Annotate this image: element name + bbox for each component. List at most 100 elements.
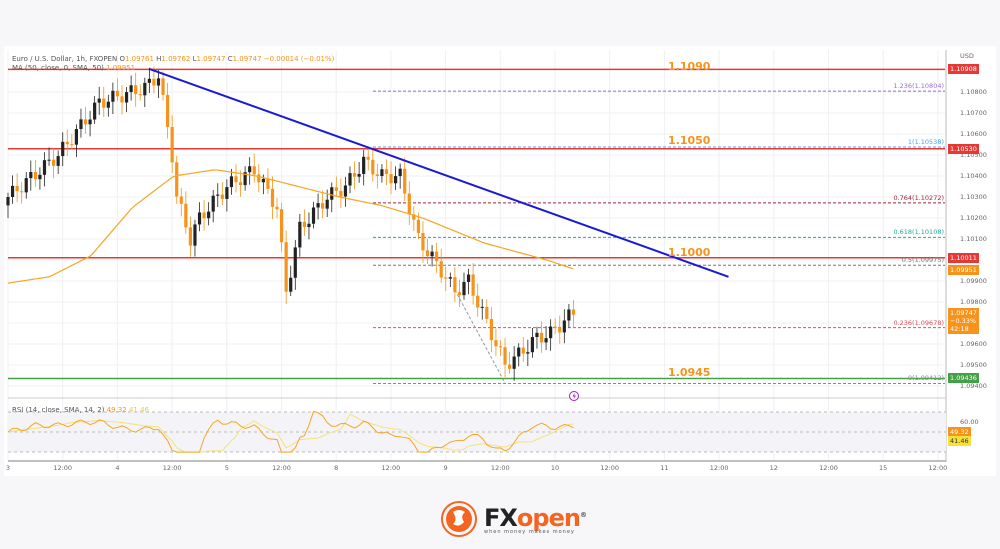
candle-body xyxy=(567,309,571,321)
candle-body xyxy=(448,277,452,279)
price-tick: 1.10500 xyxy=(960,151,987,159)
candle-body xyxy=(517,347,521,357)
candle-body xyxy=(466,274,471,282)
candle-body xyxy=(111,90,115,102)
candle-body xyxy=(270,188,275,207)
time-tick: 12:00 xyxy=(928,464,948,472)
candle-body xyxy=(508,364,512,369)
candle-body xyxy=(521,347,525,354)
candle-body xyxy=(380,169,384,177)
currency-label: USD xyxy=(960,52,974,60)
candle-body xyxy=(498,346,503,348)
candle-body xyxy=(216,194,220,196)
candle-body xyxy=(88,119,92,125)
time-tick: 4 xyxy=(115,464,120,472)
price-tick: 1.10200 xyxy=(960,214,987,222)
fib-level-label: 0.764(1.10272) xyxy=(893,193,944,202)
price-tick: 1.09400 xyxy=(960,382,987,390)
price-tick: 1.10700 xyxy=(960,109,987,117)
fib-level-label: 1.236(1.10804) xyxy=(893,82,944,91)
candle-body xyxy=(184,203,188,228)
candle-body xyxy=(330,187,334,200)
fib-level-label: 1(1.10538) xyxy=(907,138,944,147)
candle-body xyxy=(93,102,97,120)
candle-body xyxy=(425,250,430,257)
candle-body xyxy=(439,261,443,278)
fib-level-label: 0.5(1.09975) xyxy=(901,256,944,265)
candle-body xyxy=(453,277,457,293)
candle-body xyxy=(106,101,110,108)
candle-body xyxy=(252,166,256,175)
time-tick: 12:00 xyxy=(162,464,182,472)
candle-body xyxy=(52,159,56,166)
candle-body xyxy=(115,90,120,97)
candle-body xyxy=(266,178,270,189)
candle-body xyxy=(421,233,425,251)
candle-body xyxy=(398,168,402,177)
lightning-icon xyxy=(572,392,576,400)
candle-body xyxy=(10,185,15,197)
candle-body xyxy=(179,196,183,204)
candle-body xyxy=(225,187,229,199)
ma50-line xyxy=(7,169,574,284)
candle-body xyxy=(549,326,553,339)
candle-body xyxy=(234,176,238,183)
candle-body xyxy=(357,173,361,177)
candle-body xyxy=(29,172,33,179)
candle-body xyxy=(6,197,10,206)
candle-body xyxy=(389,174,393,184)
time-tick: 12:00 xyxy=(381,464,401,472)
time-tick: 12:00 xyxy=(709,464,729,472)
rsi-line xyxy=(7,410,574,453)
logo-tagline: when money makes money xyxy=(484,528,575,535)
candle-body xyxy=(207,211,211,219)
candle-body xyxy=(321,203,325,209)
candle-body xyxy=(430,251,434,257)
candle-body xyxy=(553,326,557,328)
candle-body xyxy=(457,292,462,296)
candle-body xyxy=(316,203,320,208)
candle-body xyxy=(70,144,74,146)
time-tick: 12:00 xyxy=(272,464,291,472)
candle-body xyxy=(15,185,19,192)
time-tick: 12 xyxy=(769,464,778,472)
candle-body xyxy=(147,78,151,83)
candle-body xyxy=(134,85,138,95)
rsi-ma-value: 41.46 xyxy=(128,406,149,414)
level-label: 1.0945 xyxy=(668,366,711,379)
price-tick: 1.10100 xyxy=(960,235,987,243)
candle-body xyxy=(65,141,69,145)
price-tick: 1.10600 xyxy=(960,130,987,138)
price-tick: 1.09600 xyxy=(960,340,987,348)
candle-body xyxy=(394,176,398,184)
last-price-tag: 1.09747 −0.33% 42:18 xyxy=(948,308,979,335)
candle-body xyxy=(343,185,348,197)
candle-body xyxy=(202,212,206,219)
candle-body xyxy=(539,332,544,343)
candle-body xyxy=(480,306,484,308)
level-price-tag: 1.09436 xyxy=(948,373,979,384)
time-tick: 12:00 xyxy=(819,464,838,472)
candle-body xyxy=(243,172,247,186)
level-price-tag: 1.10530 xyxy=(948,143,979,154)
candle-body xyxy=(298,221,302,248)
candle-body xyxy=(161,78,165,95)
symbol-title: Euro / U.S. Dollar, 1h, FXOPEN xyxy=(12,55,118,63)
time-tick: 12:00 xyxy=(490,464,510,472)
candle-body xyxy=(403,168,407,194)
candle-body xyxy=(197,212,202,225)
ma-legend: MA (50, close, 0, SMA, 50) 1.09951 xyxy=(12,64,135,72)
candle-body xyxy=(512,356,516,369)
candle-body xyxy=(307,223,311,228)
time-tick: 15 xyxy=(879,464,888,472)
ma-value: 1.09951 xyxy=(106,64,136,72)
bull-logo-icon xyxy=(441,501,477,537)
candle-body xyxy=(124,92,129,103)
candle-body xyxy=(175,162,179,197)
candle-body xyxy=(257,174,261,183)
low-label: L xyxy=(192,55,197,63)
candle-body xyxy=(166,94,170,128)
candle-body xyxy=(462,281,466,296)
candle-body xyxy=(152,78,156,86)
